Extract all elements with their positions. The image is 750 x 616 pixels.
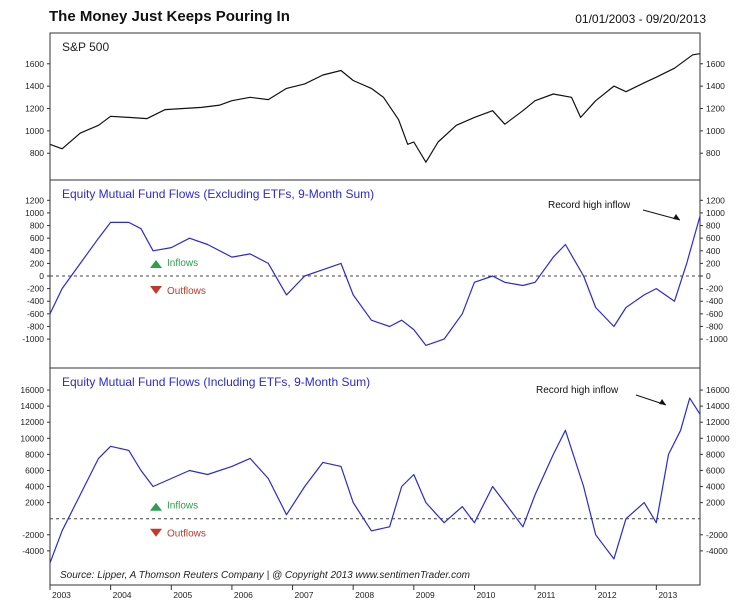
y-tick-label-right: 800 [706, 148, 720, 158]
x-tick-label: 2005 [173, 590, 192, 600]
panel-title: Equity Mutual Fund Flows (Including ETFs… [62, 375, 370, 389]
date-range: 01/01/2003 - 09/20/2013 [575, 12, 706, 26]
x-tick-label: 2013 [658, 590, 677, 600]
y-tick-label-right: 6000 [706, 465, 725, 475]
sp500-line [49, 53, 701, 163]
y-tick-label-left: -800 [27, 321, 44, 331]
y-tick-label-left: 8000 [25, 449, 44, 459]
y-tick-label-right: 1400 [706, 81, 725, 91]
y-tick-label-right: -200 [706, 284, 723, 294]
flows-line [49, 397, 701, 564]
y-tick-label-left: 1000 [25, 126, 44, 136]
y-tick-label-right: 1000 [706, 208, 725, 218]
y-tick-label-left: 1400 [25, 81, 44, 91]
annotation-arrowhead [673, 214, 680, 220]
x-tick-label: 2004 [113, 590, 132, 600]
y-tick-label-right: -2000 [706, 530, 728, 540]
x-tick-label: 2009 [416, 590, 435, 600]
x-tick-label: 2011 [537, 590, 556, 600]
y-tick-label-right: 1200 [706, 104, 725, 114]
legend-outflows: Outflows [167, 286, 206, 297]
y-tick-label-left: 600 [30, 233, 44, 243]
y-tick-label-left: 10000 [20, 433, 44, 443]
x-tick-label: 2003 [52, 590, 71, 600]
y-tick-label-left: 1200 [25, 104, 44, 114]
y-tick-label-right: 200 [706, 258, 720, 268]
y-tick-label-right: 400 [706, 246, 720, 256]
y-tick-label-right: 14000 [706, 401, 730, 411]
annotation-arrowhead [659, 399, 666, 405]
y-tick-label-right: 0 [706, 271, 711, 281]
y-tick-label-left: 2000 [25, 498, 44, 508]
y-tick-label-right: 2000 [706, 498, 725, 508]
y-tick-label-right: 16000 [706, 385, 730, 395]
y-tick-label-right: 600 [706, 233, 720, 243]
y-tick-label-left: 1000 [25, 208, 44, 218]
y-tick-label-left: 1600 [25, 59, 44, 69]
y-tick-label-right: -1000 [706, 334, 728, 344]
y-tick-label-right: 4000 [706, 482, 725, 492]
y-tick-label-left: 12000 [20, 417, 44, 427]
inflows-arrow-icon [150, 260, 162, 268]
y-tick-label-left: -400 [27, 296, 44, 306]
y-tick-label-right: 10000 [706, 433, 730, 443]
y-tick-label-right: 1000 [706, 126, 725, 136]
y-tick-label-right: 800 [706, 221, 720, 231]
plot-frame [49, 32, 701, 586]
y-tick-label-left: 0 [39, 271, 44, 281]
y-tick-label-left: 400 [30, 246, 44, 256]
y-tick-label-right: -4000 [706, 546, 728, 556]
y-tick-label-right: 1600 [706, 59, 725, 69]
panel-title: Equity Mutual Fund Flows (Excluding ETFs… [62, 187, 374, 201]
y-tick-label-right: 1200 [706, 195, 725, 205]
x-tick-label: 2006 [234, 590, 253, 600]
y-tick-label-left: -600 [27, 309, 44, 319]
inflows-arrow-icon [150, 502, 162, 511]
x-tick-label: 2012 [598, 590, 617, 600]
y-tick-label-left: 16000 [20, 385, 44, 395]
y-tick-label-right: -400 [706, 296, 723, 306]
y-tick-label-right: 12000 [706, 417, 730, 427]
y-tick-label-left: 4000 [25, 482, 44, 492]
y-tick-label-left: -1000 [22, 334, 44, 344]
y-tick-label-right: 8000 [706, 449, 725, 459]
flows-line [49, 215, 701, 346]
legend-outflows: Outflows [167, 529, 206, 540]
source-footer: Source: Lipper, A Thomson Reuters Compan… [60, 570, 470, 581]
y-tick-label-right: -800 [706, 321, 723, 331]
y-tick-label-left: 200 [30, 258, 44, 268]
outflows-arrow-icon [150, 528, 162, 537]
annotation-record-high: Record high inflow [548, 200, 631, 211]
y-tick-label-left: -4000 [22, 546, 44, 556]
y-tick-label-left: 6000 [25, 465, 44, 475]
y-tick-label-left: 14000 [20, 401, 44, 411]
x-tick-label: 2010 [476, 590, 495, 600]
y-tick-label-left: -2000 [22, 530, 44, 540]
x-tick-label: 2007 [295, 590, 314, 600]
y-tick-label-left: -200 [27, 284, 44, 294]
legend-inflows: Inflows [167, 501, 198, 512]
page-title: The Money Just Keeps Pouring In [49, 8, 290, 25]
annotation-record-high: Record high inflow [536, 385, 619, 396]
y-tick-label-right: -600 [706, 309, 723, 319]
y-tick-label-left: 1200 [25, 195, 44, 205]
outflows-arrow-icon [150, 286, 162, 294]
y-tick-label-left: 800 [30, 221, 44, 231]
x-tick-label: 2008 [355, 590, 374, 600]
panel-title: S&P 500 [62, 40, 109, 54]
legend-inflows: Inflows [167, 258, 198, 269]
y-tick-label-left: 800 [30, 148, 44, 158]
